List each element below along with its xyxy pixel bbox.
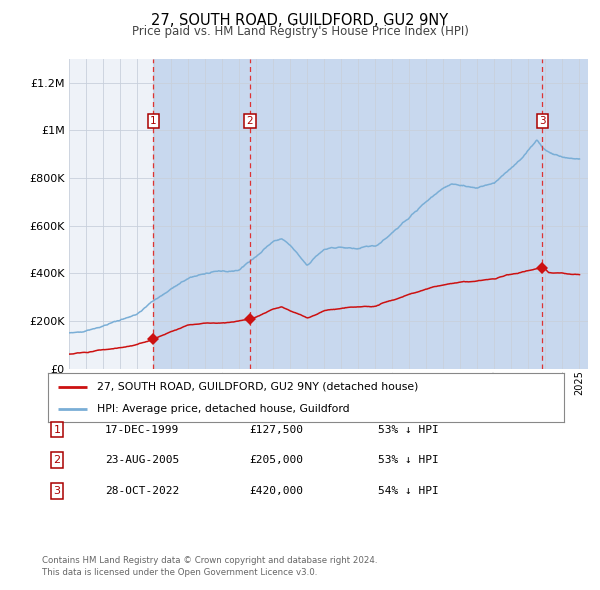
Text: 17-DEC-1999: 17-DEC-1999 <box>105 425 179 434</box>
Text: 3: 3 <box>539 116 546 126</box>
Bar <box>250 59 542 369</box>
Text: 28-OCT-2022: 28-OCT-2022 <box>105 486 179 496</box>
Text: £205,000: £205,000 <box>249 455 303 465</box>
Text: 27, SOUTH ROAD, GUILDFORD, GU2 9NY: 27, SOUTH ROAD, GUILDFORD, GU2 9NY <box>151 13 449 28</box>
Text: 53% ↓ HPI: 53% ↓ HPI <box>378 455 439 465</box>
Text: HPI: Average price, detached house, Guildford: HPI: Average price, detached house, Guil… <box>97 404 350 414</box>
Text: 1: 1 <box>53 425 61 434</box>
Bar <box>154 59 250 369</box>
Bar <box>542 59 588 369</box>
Text: 53% ↓ HPI: 53% ↓ HPI <box>378 425 439 434</box>
Text: 2: 2 <box>247 116 253 126</box>
Text: Contains HM Land Registry data © Crown copyright and database right 2024.: Contains HM Land Registry data © Crown c… <box>42 556 377 565</box>
Text: 1: 1 <box>150 116 157 126</box>
Text: 2: 2 <box>53 455 61 465</box>
Text: £127,500: £127,500 <box>249 425 303 434</box>
Text: Price paid vs. HM Land Registry's House Price Index (HPI): Price paid vs. HM Land Registry's House … <box>131 25 469 38</box>
Text: 27, SOUTH ROAD, GUILDFORD, GU2 9NY (detached house): 27, SOUTH ROAD, GUILDFORD, GU2 9NY (deta… <box>97 382 418 392</box>
Text: 54% ↓ HPI: 54% ↓ HPI <box>378 486 439 496</box>
Text: £420,000: £420,000 <box>249 486 303 496</box>
Text: 23-AUG-2005: 23-AUG-2005 <box>105 455 179 465</box>
Text: 3: 3 <box>53 486 61 496</box>
Text: This data is licensed under the Open Government Licence v3.0.: This data is licensed under the Open Gov… <box>42 568 317 576</box>
